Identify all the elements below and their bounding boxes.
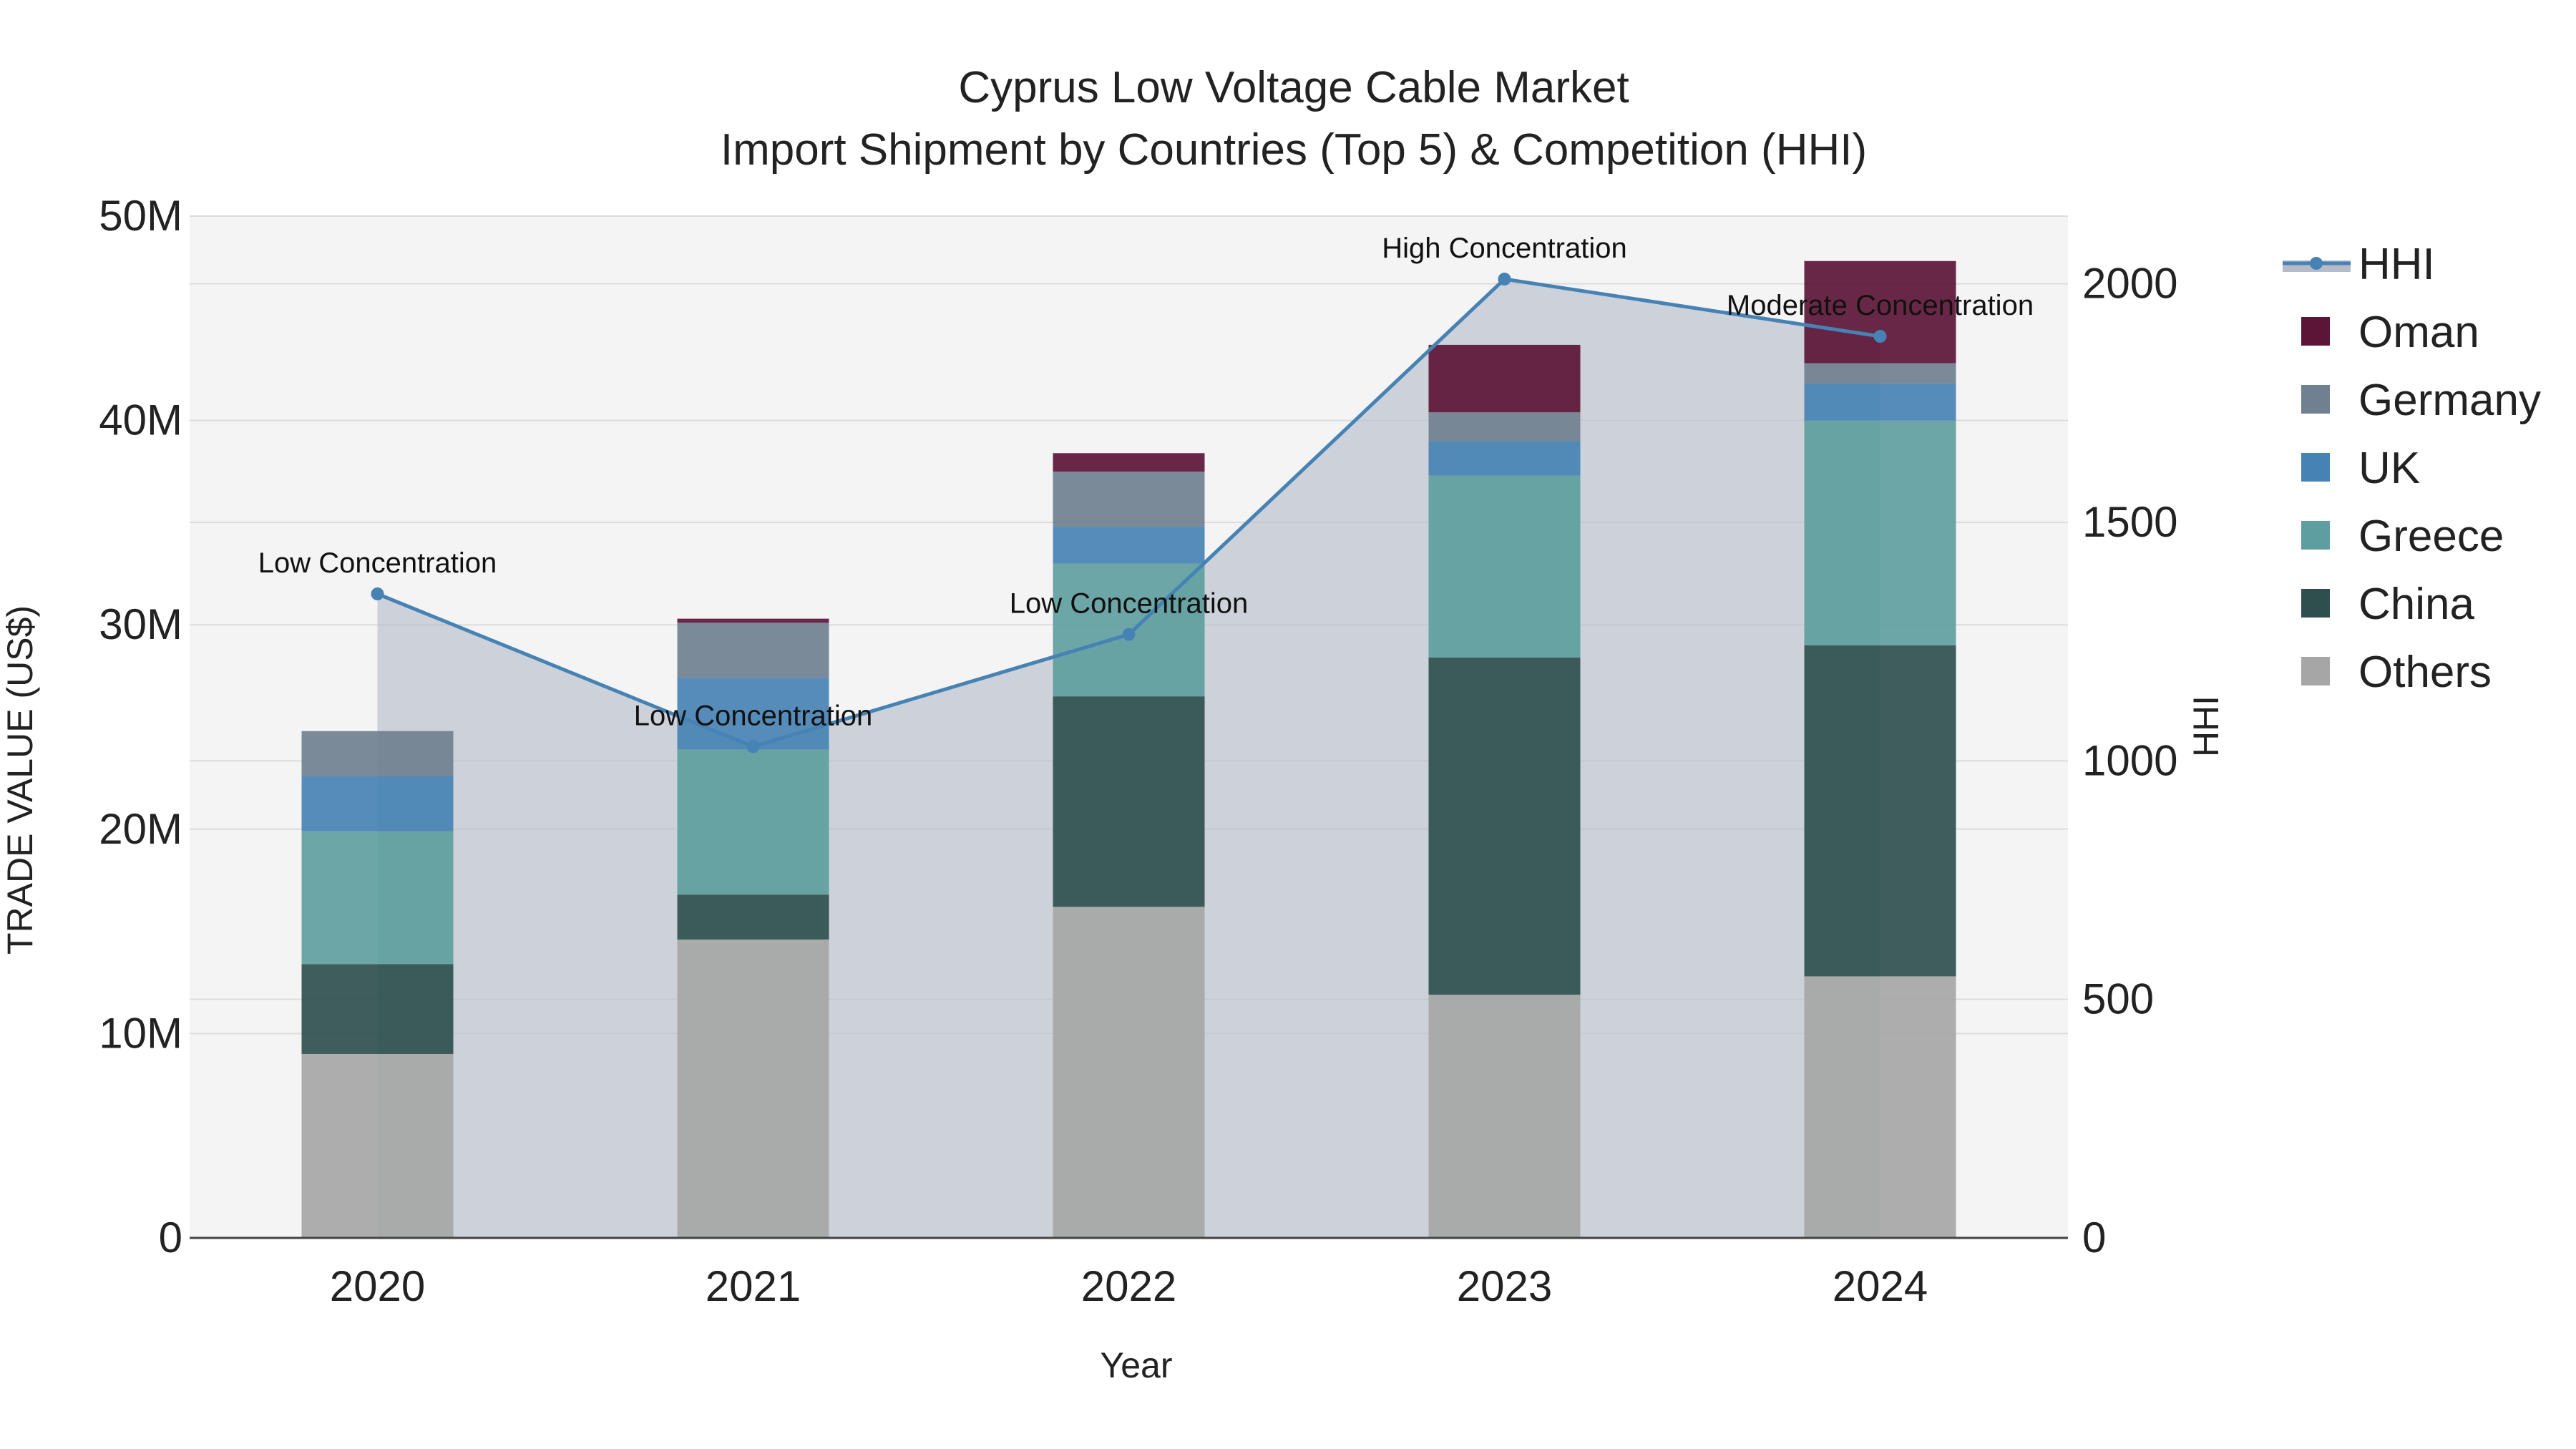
legend-label-china: China — [2358, 580, 2475, 629]
legend-swatch-germany — [2301, 385, 2330, 414]
legend-swatch-others — [2301, 657, 2330, 686]
hhi-annotation-2023: High Concentration — [1382, 233, 1626, 264]
bar-others-2022 — [1053, 907, 1205, 1238]
legend-swatch-oman — [2301, 317, 2330, 346]
bar-uk-2020 — [301, 776, 454, 831]
y2-tick-label: 2000 — [2082, 260, 2177, 308]
legend-label-germany: Germany — [2358, 376, 2541, 425]
hhi-point-2024 — [1873, 330, 1887, 343]
bar-uk-2022 — [1053, 527, 1205, 564]
bar-china-2021 — [677, 894, 829, 940]
legend-label-uk: UK — [2358, 444, 2420, 493]
hhi-point-2021 — [746, 740, 760, 753]
legend-swatch-uk — [2301, 453, 2330, 482]
x-ticks: 2020 2021 2022 2023 2024 — [330, 1262, 1928, 1310]
y-ticks: 0 10M 20M 30M 40M 50M — [99, 192, 182, 1262]
bar-uk-2023 — [1428, 441, 1581, 476]
bar-oman-2022 — [1053, 453, 1205, 472]
legend-swatch-hhi-marker — [2310, 257, 2323, 270]
bar-oman-2024 — [1804, 260, 1956, 364]
hhi-annotation-2021: Low Concentration — [634, 700, 873, 731]
hhi-point-2023 — [1498, 273, 1511, 286]
legend-label-others: Others — [2358, 648, 2492, 697]
hhi-line-layer — [371, 273, 1887, 753]
bar-greece-2020 — [301, 831, 454, 965]
x-tick-label: 2023 — [1457, 1262, 1552, 1310]
bar-others-2024 — [1804, 976, 1956, 1238]
bar-greece-2021 — [677, 749, 829, 895]
hhi-annotation-2020: Low Concentration — [258, 547, 497, 579]
bar-germany-2021 — [677, 623, 829, 678]
bar-others-2020 — [301, 1053, 454, 1238]
chart-title-line2: Import Shipment by Countries (Top 5) & C… — [721, 125, 1867, 175]
legend-swatch-china — [2301, 589, 2330, 618]
x-tick-label: 2022 — [1081, 1262, 1176, 1310]
legend-swatch-greece — [2301, 521, 2330, 550]
bar-layer — [301, 260, 1956, 1238]
legend: HHI Oman Germany UK Greece China Others — [2283, 240, 2541, 697]
y2-tick-label: 500 — [2082, 975, 2154, 1023]
y2-axis-title: HHI — [2186, 696, 2226, 757]
bar-germany-2024 — [1804, 363, 1956, 384]
hhi-point-2022 — [1122, 628, 1136, 641]
bar-china-2024 — [1804, 645, 1956, 977]
y-tick-label: 20M — [99, 805, 182, 853]
bar-china-2022 — [1053, 696, 1205, 907]
bar-germany-2022 — [1053, 472, 1205, 527]
bar-greece-2023 — [1428, 475, 1581, 658]
y-tick-label: 50M — [99, 192, 182, 240]
bar-uk-2021 — [677, 678, 829, 750]
bar-china-2023 — [1428, 657, 1581, 995]
annotation-layer: Low Concentration Low Concentration Low Co… — [258, 233, 2034, 731]
x-tick-label: 2024 — [1833, 1262, 1928, 1310]
bar-others-2023 — [1428, 995, 1581, 1238]
y-axis-title: TRADE VALUE (US$) — [0, 605, 40, 955]
y-tick-label: 40M — [99, 396, 182, 444]
bar-china-2020 — [301, 964, 454, 1054]
y-tick-label: 30M — [99, 600, 182, 648]
legend-label-oman: Oman — [2358, 308, 2479, 357]
x-tick-label: 2020 — [330, 1262, 425, 1310]
y-tick-label: 10M — [99, 1009, 182, 1057]
legend-label-hhi: HHI — [2358, 240, 2435, 289]
bar-greece-2024 — [1804, 420, 1956, 645]
bar-oman-2023 — [1428, 344, 1581, 413]
x-axis-title: Year — [1100, 1345, 1172, 1385]
bar-others-2021 — [677, 940, 829, 1238]
x-tick-label: 2021 — [706, 1262, 801, 1310]
y2-tick-label: 1000 — [2082, 736, 2177, 784]
bar-oman-2021 — [677, 618, 829, 623]
hhi-annotation-2024: Moderate Concentration — [1727, 290, 2034, 321]
y2-tick-label: 1500 — [2082, 498, 2177, 546]
y-tick-label: 0 — [159, 1214, 182, 1262]
legend-label-greece: Greece — [2358, 512, 2504, 561]
hhi-annotation-2022: Low Concentration — [1010, 588, 1249, 620]
bar-germany-2020 — [301, 731, 454, 776]
hhi-point-2020 — [371, 587, 384, 600]
chart-title-line1: Cyprus Low Voltage Cable Market — [958, 63, 1629, 112]
bar-germany-2023 — [1428, 412, 1581, 441]
bar-uk-2024 — [1804, 384, 1956, 421]
y2-tick-label: 0 — [2082, 1214, 2106, 1262]
y2-ticks: 0 500 1000 1500 2000 — [2082, 260, 2177, 1262]
